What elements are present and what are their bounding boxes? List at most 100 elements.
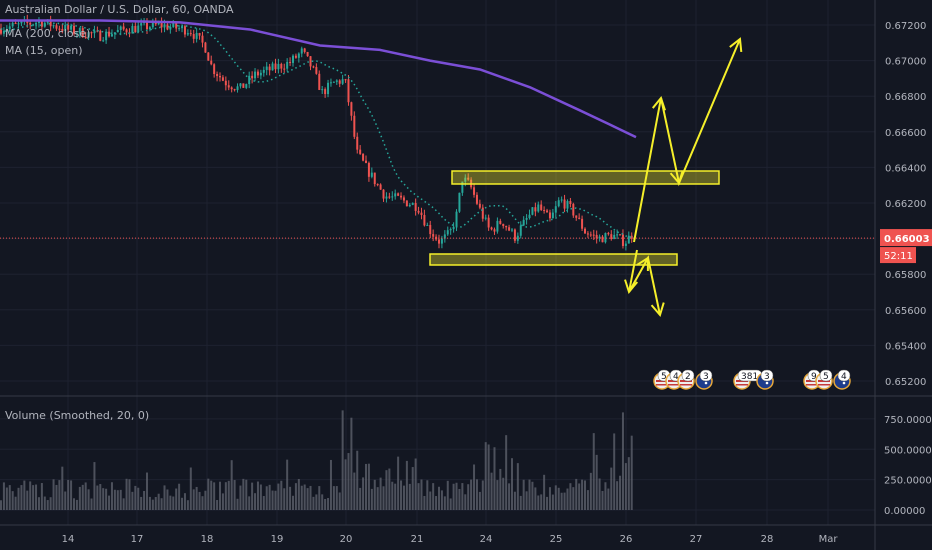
candle-body xyxy=(81,28,84,38)
volume-bar xyxy=(294,483,297,510)
candle-body xyxy=(429,224,432,235)
volume-bar xyxy=(315,494,318,510)
volume-bar xyxy=(391,481,394,510)
volume-tick-label: 250.00000 xyxy=(884,476,932,487)
candle-body xyxy=(575,215,578,218)
candle-body xyxy=(119,26,122,30)
candle-body xyxy=(487,217,490,228)
volume-bar xyxy=(46,500,49,510)
event-flag-stripe xyxy=(806,384,818,386)
candle-body xyxy=(455,211,458,227)
volume-bar xyxy=(300,485,303,510)
candle-body xyxy=(254,71,257,79)
volume-bar xyxy=(213,482,216,510)
candle-body xyxy=(93,30,96,34)
candle-body xyxy=(265,66,268,70)
event-flag-stripe xyxy=(736,384,748,386)
volume-bar xyxy=(99,484,102,510)
volume-bar xyxy=(546,496,549,510)
volume-bar xyxy=(388,468,391,510)
candle-body xyxy=(0,28,2,34)
volume-bar xyxy=(210,480,213,510)
candle-body xyxy=(233,89,236,91)
candle-body xyxy=(426,224,429,226)
volume-bar xyxy=(186,500,189,510)
volume-bar xyxy=(221,493,224,510)
candle-body xyxy=(183,26,186,35)
candle-body xyxy=(548,212,551,219)
volume-bar xyxy=(201,496,204,510)
event-count-label: 4 xyxy=(673,372,679,382)
event-count-label: 3 xyxy=(764,372,770,382)
volume-bar xyxy=(379,477,382,510)
candle-body xyxy=(560,199,563,201)
bullish-arrowhead-2 xyxy=(669,170,684,186)
candle-body xyxy=(627,235,630,244)
volume-bar xyxy=(29,481,32,510)
candle-body xyxy=(473,187,476,195)
candle-body xyxy=(297,53,300,58)
time-tick-label: 26 xyxy=(620,534,633,545)
volume-bar xyxy=(402,485,405,510)
volume-bar xyxy=(0,500,2,510)
candle-body xyxy=(519,225,522,236)
countdown-label: 52:11 xyxy=(884,251,913,262)
volume-bar xyxy=(40,483,43,510)
candle-body xyxy=(32,24,35,26)
volume-bar xyxy=(280,480,283,510)
volume-bar xyxy=(309,485,312,510)
candle-body xyxy=(461,181,464,193)
candle-body xyxy=(382,189,385,199)
volume-bar xyxy=(32,485,35,510)
volume-bar xyxy=(502,477,505,510)
volume-bar xyxy=(329,459,332,510)
candle-body xyxy=(303,48,306,52)
candle-body xyxy=(365,160,367,163)
candle-body xyxy=(137,25,140,33)
candle-body xyxy=(432,234,435,237)
candle-body xyxy=(105,31,108,41)
candle-body xyxy=(613,234,616,240)
volume-bar xyxy=(405,460,408,510)
volume-bar xyxy=(131,491,134,510)
candle-body xyxy=(584,228,586,234)
candle-body xyxy=(29,22,32,25)
candle-body xyxy=(452,226,455,230)
candle-body xyxy=(586,233,589,235)
candle-body xyxy=(134,25,137,33)
volume-bar xyxy=(420,479,423,510)
volume-bar xyxy=(332,486,335,510)
volume-bar xyxy=(239,485,242,510)
candle-body xyxy=(499,220,502,224)
candle-body xyxy=(75,33,78,35)
price-tick-label: 0.67000 xyxy=(885,57,926,68)
volume-bar xyxy=(198,491,201,510)
volume-bar xyxy=(96,485,99,510)
candle-body xyxy=(502,223,505,227)
candle-body xyxy=(230,87,233,90)
price-tick-label: 0.65600 xyxy=(885,306,926,317)
volume-bar xyxy=(598,478,601,510)
bullish-arrowhead-1 xyxy=(651,95,666,111)
ma15-line xyxy=(0,22,632,238)
volume-bar xyxy=(73,498,75,510)
volume-bar xyxy=(586,490,589,510)
candle-body xyxy=(344,79,347,81)
candle-body xyxy=(35,22,38,25)
event-count-bubble xyxy=(681,369,695,382)
candle-body xyxy=(99,30,102,41)
candle-body xyxy=(440,238,443,244)
volume-bar xyxy=(20,485,23,510)
candle-body xyxy=(17,23,20,25)
candle-body xyxy=(335,80,338,82)
volume-bar xyxy=(172,496,175,510)
candle-body xyxy=(108,31,111,37)
volume-bar xyxy=(14,496,17,510)
candle-body xyxy=(435,236,438,240)
volume-bar xyxy=(370,488,373,510)
candle-body xyxy=(362,153,365,161)
candle-body xyxy=(274,63,277,70)
candle-body xyxy=(73,25,75,34)
